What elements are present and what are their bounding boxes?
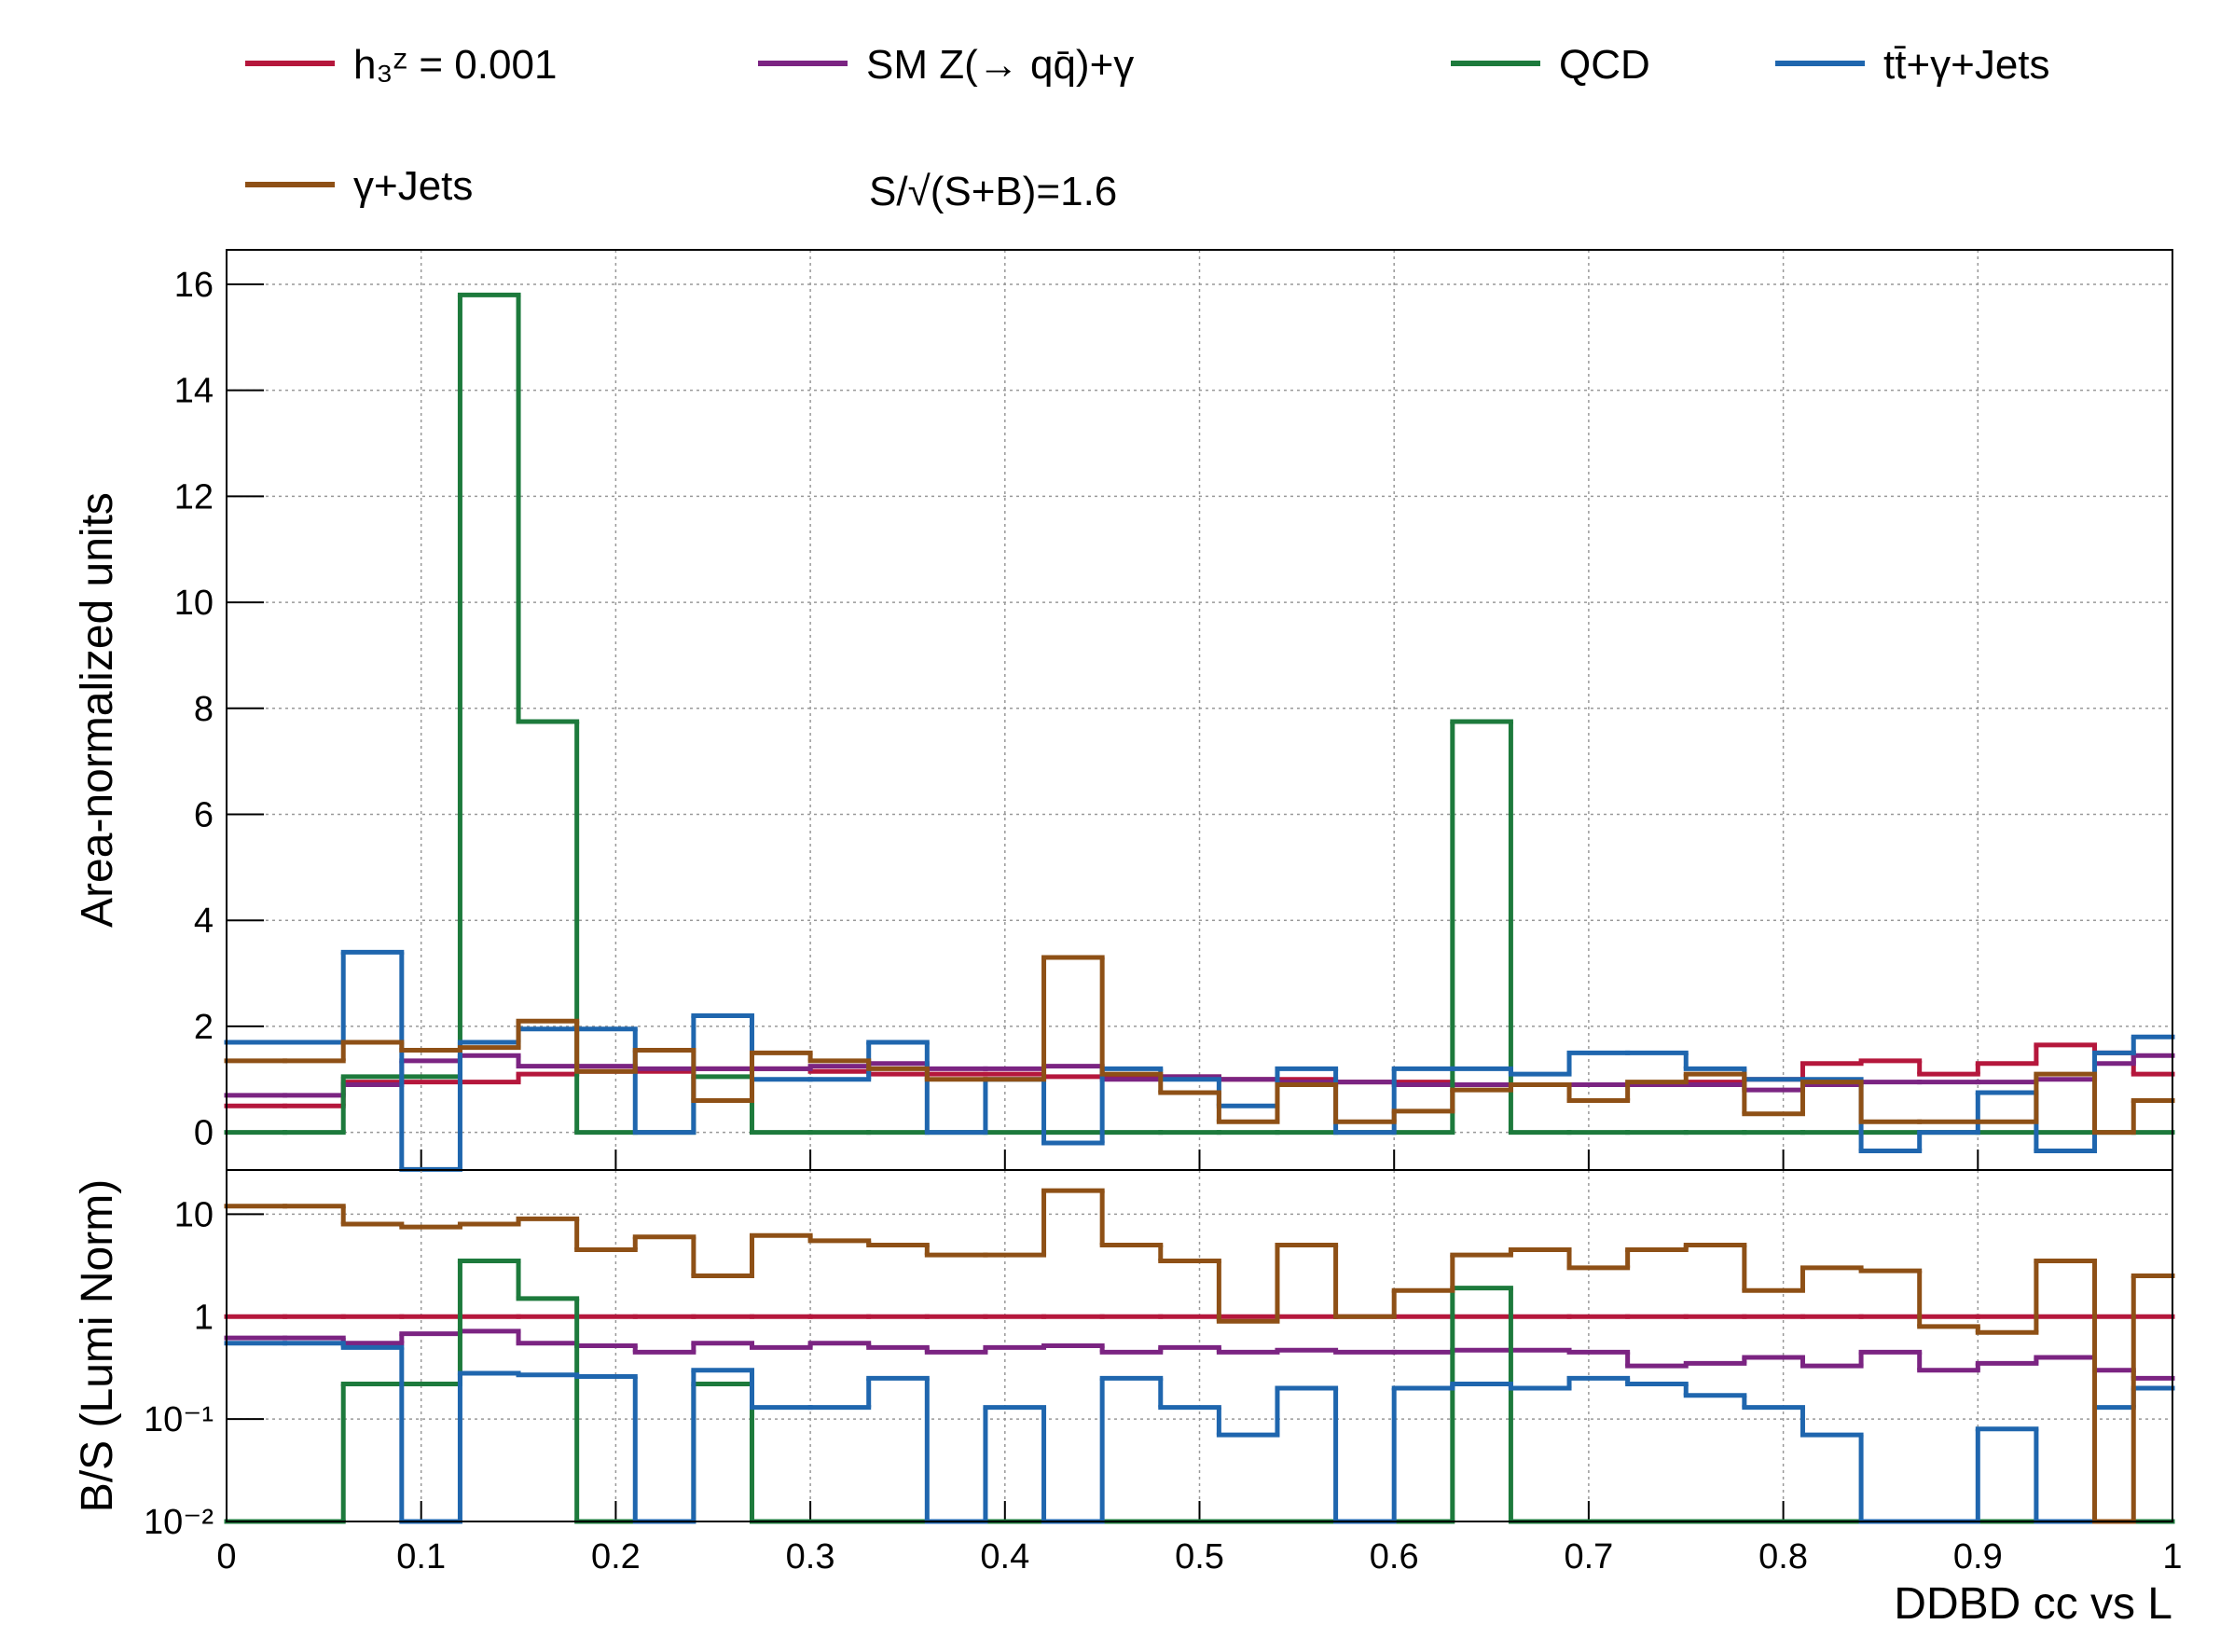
y-tick-label: 10 [174,584,214,623]
y-tick-label: 10⁻¹ [144,1400,214,1439]
y-axis-title: B/S (Lumi Norm) [73,1179,122,1512]
annotation: S/√(S+B)=1.6 [869,169,1117,214]
x-axis-title: DDBD cc vs L [1894,1579,2172,1629]
legend-label: QCD [1559,42,1650,88]
x-tick-label: 0 [216,1537,236,1576]
y-tick-label: 8 [194,690,214,729]
y-tick-label: 6 [194,796,214,835]
y-tick-label: 12 [174,477,214,516]
x-tick-label: 0.1 [396,1537,446,1576]
x-tick-label: 0.5 [1175,1537,1224,1576]
legend-label: SM Z(→ qq̄)+γ [866,42,1134,88]
x-tick-label: 0.4 [980,1537,1029,1576]
x-tick-label: 0.8 [1758,1537,1808,1576]
plot-frame [226,1169,2173,1522]
legend-label: tt̄+γ+Jets [1883,42,2050,88]
x-tick-label: 0.2 [591,1537,641,1576]
x-tick-label: 1 [2162,1537,2182,1576]
x-tick-label: 0.3 [786,1537,835,1576]
legend-label: γ+Jets [353,163,473,209]
y-tick-label: 2 [194,1008,214,1047]
y-tick-label: 4 [194,902,214,941]
y-tick-label: 10⁻² [144,1503,214,1542]
y-tick-label: 14 [174,372,214,411]
x-tick-label: 0.7 [1564,1537,1613,1576]
y-tick-label: 0 [194,1114,214,1153]
x-tick-label: 0.9 [1953,1537,2003,1576]
y-tick-label: 10 [174,1195,214,1234]
y-tick-label: 16 [174,266,214,305]
y-tick-label: 1 [194,1298,214,1337]
legend-label: h₃ᶻ = 0.001 [353,42,557,88]
y-axis-title: Area-normalized units [73,492,122,928]
x-tick-label: 0.6 [1370,1537,1419,1576]
